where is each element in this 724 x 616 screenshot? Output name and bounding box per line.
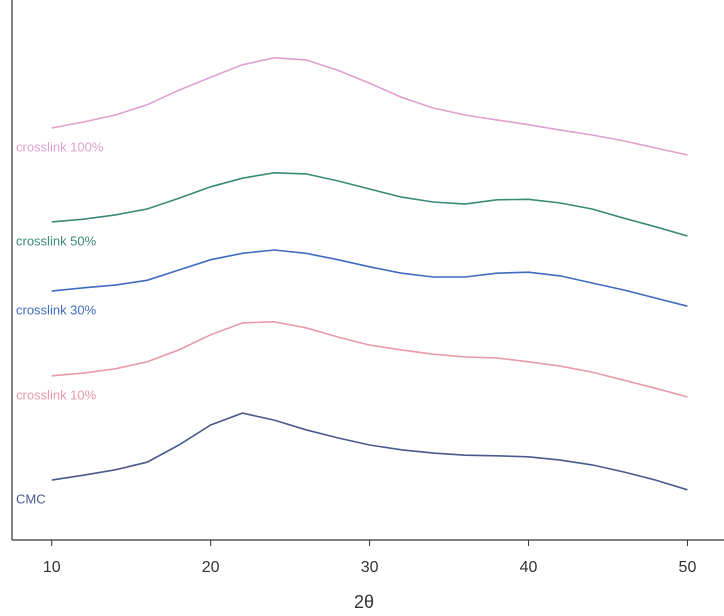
series-line <box>51 320 688 398</box>
x-tick-label: 30 <box>361 559 379 576</box>
x-axis-label: 2θ <box>354 592 374 612</box>
x-tick-label: 20 <box>202 559 220 576</box>
series-label: crosslink 10% <box>16 387 97 402</box>
series-label: crosslink 30% <box>16 302 97 317</box>
x-tick-label: 50 <box>679 559 697 576</box>
series-label: crosslink 50% <box>16 233 97 248</box>
x-tick-label: 40 <box>520 559 538 576</box>
series-line <box>51 56 688 156</box>
series-line <box>51 412 688 491</box>
x-tick-label: 10 <box>43 559 61 576</box>
series-label: CMC <box>16 491 46 506</box>
series-line <box>51 249 688 307</box>
series-line <box>51 171 688 237</box>
series-label: crosslink 100% <box>16 139 104 154</box>
